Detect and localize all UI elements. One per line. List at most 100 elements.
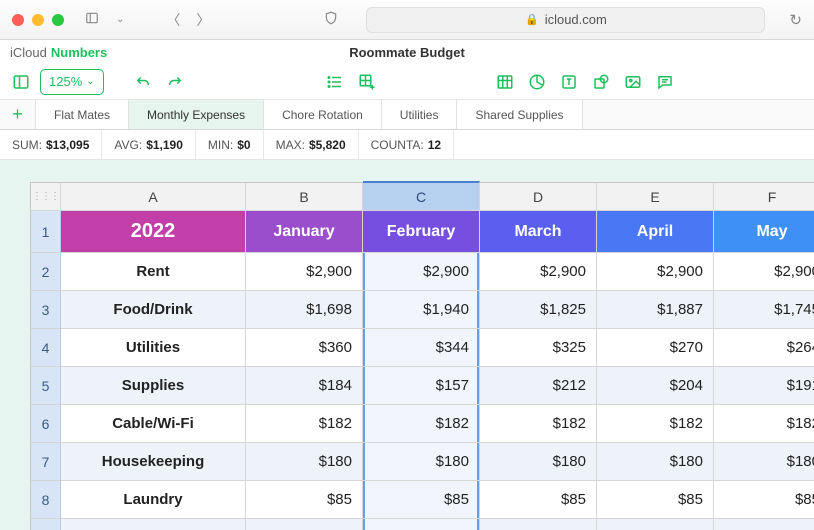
month-header-cell[interactable]: May <box>714 211 814 253</box>
chevron-down-icon[interactable]: ⌄ <box>112 12 128 27</box>
row-label-cell[interactable]: Utilities <box>61 329 246 367</box>
row-label-cell[interactable]: Rent <box>61 253 246 291</box>
data-cell[interactable]: $85 <box>246 481 363 519</box>
data-cell[interactable]: $264 <box>714 329 814 367</box>
address-bar[interactable]: 🔒 icloud.com <box>366 7 765 33</box>
sheet-tab[interactable]: Utilities <box>382 100 458 129</box>
data-cell[interactable]: $0 <box>480 519 597 530</box>
data-cell[interactable]: $85 <box>714 481 814 519</box>
data-cell[interactable]: $0 <box>363 519 480 530</box>
forward-button[interactable]: 〉 <box>192 8 214 32</box>
column-header[interactable]: A <box>61 183 246 211</box>
data-cell[interactable]: $1,887 <box>597 291 714 329</box>
data-cell[interactable]: $1,940 <box>363 291 480 329</box>
data-cell[interactable]: $182 <box>363 405 480 443</box>
column-header[interactable]: D <box>480 183 597 211</box>
data-cell[interactable]: $85 <box>597 481 714 519</box>
data-cell[interactable]: $85 <box>363 481 480 519</box>
data-cell[interactable]: $2,900 <box>480 253 597 291</box>
reload-button[interactable]: ↻ <box>789 11 802 29</box>
column-header[interactable]: F <box>714 183 814 211</box>
sheet-tab[interactable]: Chore Rotation <box>264 100 382 129</box>
row-header[interactable]: 5 <box>31 367 61 405</box>
data-cell[interactable]: $1,698 <box>246 291 363 329</box>
row-header[interactable]: 7 <box>31 443 61 481</box>
row-label-cell[interactable]: Supplies <box>61 367 246 405</box>
data-cell[interactable]: $2,900 <box>597 253 714 291</box>
month-header-cell[interactable]: April <box>597 211 714 253</box>
shape-button[interactable] <box>588 69 614 95</box>
column-header[interactable]: B <box>246 183 363 211</box>
row-header[interactable]: 8 <box>31 481 61 519</box>
close-window-button[interactable] <box>12 14 24 26</box>
row-header[interactable]: 6 <box>31 405 61 443</box>
data-cell[interactable]: $2,900 <box>714 253 814 291</box>
data-cell[interactable]: $180 <box>246 443 363 481</box>
row-label-cell[interactable]: Food/Drink <box>61 291 246 329</box>
data-cell[interactable]: $180 <box>597 443 714 481</box>
data-cell[interactable]: $191 <box>714 367 814 405</box>
data-cell[interactable]: $204 <box>597 367 714 405</box>
month-header-cell[interactable]: February <box>363 211 480 253</box>
spreadsheet-canvas[interactable]: ⋮⋮⋮ABCDEF 12022JanuaryFebruaryMarchAprilM… <box>0 160 814 530</box>
data-cell[interactable]: $325 <box>480 329 597 367</box>
undo-button[interactable] <box>130 69 156 95</box>
sheet-tab[interactable]: Monthly Expenses <box>129 100 264 129</box>
data-cell[interactable]: $182 <box>714 405 814 443</box>
row-label-cell[interactable]: Lawn Care <box>61 519 246 530</box>
list-button[interactable] <box>322 69 348 95</box>
data-cell[interactable]: $0 <box>597 519 714 530</box>
shield-icon[interactable] <box>320 9 342 30</box>
data-cell[interactable]: $157 <box>363 367 480 405</box>
sidebar-toggle-icon[interactable] <box>80 9 104 30</box>
data-cell[interactable]: $360 <box>246 329 363 367</box>
data-cell[interactable]: $270 <box>597 329 714 367</box>
row-label-cell[interactable]: Cable/Wi-Fi <box>61 405 246 443</box>
select-all-corner[interactable]: ⋮⋮⋮ <box>31 183 61 211</box>
brand-numbers[interactable]: Numbers <box>51 45 107 60</box>
insert-button[interactable] <box>354 69 380 95</box>
row-header[interactable]: 4 <box>31 329 61 367</box>
comment-button[interactable] <box>652 69 678 95</box>
row-header[interactable]: 1 <box>31 211 61 253</box>
data-cell[interactable]: $2,900 <box>363 253 480 291</box>
data-cell[interactable]: $182 <box>597 405 714 443</box>
zoom-selector[interactable]: 125% ⌄ <box>40 69 104 95</box>
maximize-window-button[interactable] <box>52 14 64 26</box>
data-cell[interactable]: $180 <box>363 443 480 481</box>
month-header-cell[interactable]: March <box>480 211 597 253</box>
data-cell[interactable]: $180 <box>714 443 814 481</box>
back-button[interactable]: 〈 <box>162 8 184 32</box>
table-button[interactable] <box>492 69 518 95</box>
data-cell[interactable]: $344 <box>363 329 480 367</box>
column-header[interactable]: C <box>363 181 480 211</box>
text-button[interactable] <box>556 69 582 95</box>
sheet-tab[interactable]: Shared Supplies <box>457 100 582 129</box>
chart-button[interactable] <box>524 69 550 95</box>
data-cell[interactable]: $85 <box>480 481 597 519</box>
data-cell[interactable]: $184 <box>246 367 363 405</box>
minimize-window-button[interactable] <box>32 14 44 26</box>
redo-button[interactable] <box>162 69 188 95</box>
row-header[interactable]: 9 <box>31 519 61 530</box>
data-cell[interactable]: $2,900 <box>246 253 363 291</box>
row-header[interactable]: 2 <box>31 253 61 291</box>
data-cell[interactable]: $212 <box>480 367 597 405</box>
column-header[interactable]: E <box>597 183 714 211</box>
data-cell[interactable]: $182 <box>480 405 597 443</box>
month-header-cell[interactable]: January <box>246 211 363 253</box>
data-cell[interactable]: $1,745 <box>714 291 814 329</box>
year-header-cell[interactable]: 2022 <box>61 211 246 253</box>
data-cell[interactable]: $180 <box>480 443 597 481</box>
add-sheet-button[interactable]: + <box>0 100 36 129</box>
data-cell[interactable]: $1,825 <box>480 291 597 329</box>
row-header[interactable]: 3 <box>31 291 61 329</box>
data-cell[interactable]: $182 <box>246 405 363 443</box>
brand-icloud[interactable]: iCloud <box>10 45 47 60</box>
media-button[interactable] <box>620 69 646 95</box>
sheet-tab[interactable]: Flat Mates <box>36 100 129 129</box>
row-label-cell[interactable]: Housekeeping <box>61 443 246 481</box>
data-cell[interactable]: $0 <box>246 519 363 530</box>
data-cell[interactable]: $0 <box>714 519 814 530</box>
panel-toggle-button[interactable] <box>8 69 34 95</box>
